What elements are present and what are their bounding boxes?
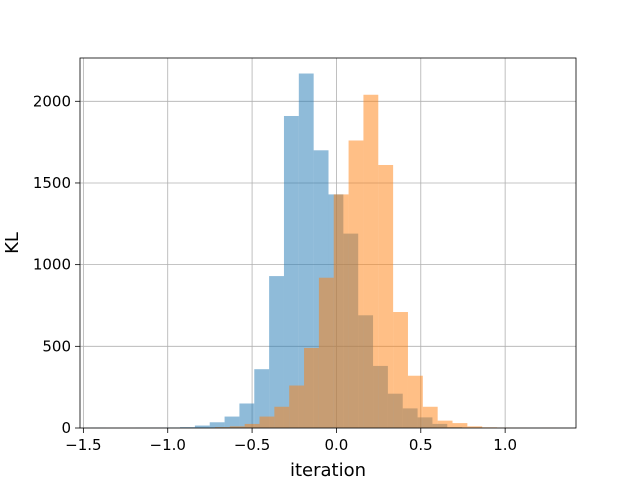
y-tick-label: 1500 xyxy=(33,174,71,192)
histogram-bar-series-1 xyxy=(284,116,299,428)
y-axis-label: KL xyxy=(2,232,23,254)
bars xyxy=(91,74,556,428)
histogram-bar-series-2 xyxy=(319,278,334,428)
histogram-bar-series-2 xyxy=(363,95,378,428)
x-tick-label: −1.0 xyxy=(150,436,186,454)
histogram-bar-series-2 xyxy=(260,417,275,428)
x-tick-label: 0.5 xyxy=(409,436,433,454)
histogram-bar-series-2 xyxy=(289,386,304,428)
histogram-bar-series-1 xyxy=(225,417,240,428)
histogram-bar-series-2 xyxy=(378,165,393,428)
histogram-bar-series-2 xyxy=(393,312,408,428)
histogram-bar-series-2 xyxy=(274,407,289,428)
y-tick-label: 2000 xyxy=(33,92,71,110)
histogram-bar-series-2 xyxy=(438,421,453,428)
y-tick-label: 500 xyxy=(42,337,71,355)
histogram-bar-series-2 xyxy=(408,376,423,428)
histogram-bar-series-2 xyxy=(423,407,438,428)
y-tick-label: 0 xyxy=(61,419,71,437)
histogram-bar-series-1 xyxy=(269,276,284,428)
x-tick-label: −0.5 xyxy=(234,436,270,454)
histogram-bar-series-1 xyxy=(210,422,225,428)
x-tick-label: 0.0 xyxy=(325,436,349,454)
histogram-bar-series-2 xyxy=(245,424,260,428)
histogram-bar-series-2 xyxy=(349,140,364,428)
histogram-bar-series-2 xyxy=(453,423,468,428)
x-tick-label: 1.0 xyxy=(493,436,517,454)
histogram-bar-series-2 xyxy=(334,194,349,428)
x-axis-label: iteration xyxy=(290,460,366,480)
histogram-bar-series-2 xyxy=(304,348,319,428)
x-tick-label: −1.5 xyxy=(65,436,101,454)
y-tick-label: 1000 xyxy=(33,256,71,274)
